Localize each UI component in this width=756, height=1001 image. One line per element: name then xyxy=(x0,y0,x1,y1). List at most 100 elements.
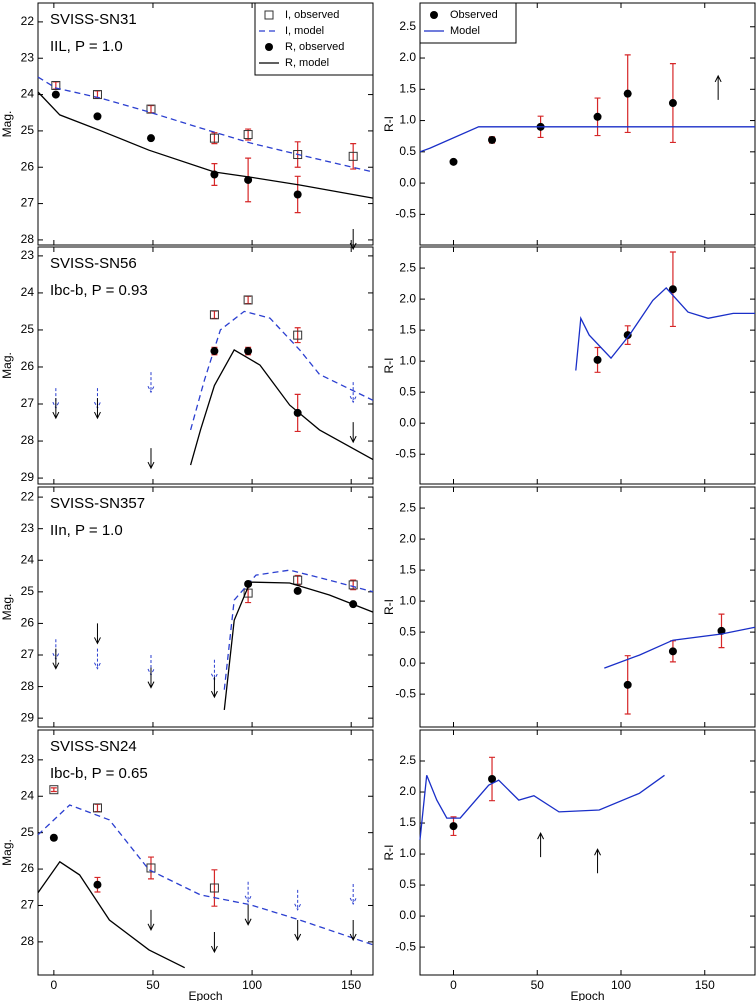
point xyxy=(92,90,102,100)
limit-arrow xyxy=(94,648,101,670)
x-axis-label: Epoch xyxy=(570,989,604,1001)
limit-arrow xyxy=(594,848,601,874)
point xyxy=(623,331,632,340)
error-bar xyxy=(294,574,301,586)
limit-arrow xyxy=(349,920,357,942)
panel-subtitle: IIL, P = 1.0 xyxy=(50,38,123,55)
x-tick-label: 0 xyxy=(450,978,457,992)
y-tick-label: -0.5 xyxy=(395,207,416,221)
error-bar xyxy=(50,787,57,793)
y-tick-label: 2.5 xyxy=(399,260,416,274)
panel-frame xyxy=(37,486,374,728)
y-tick-label: 28 xyxy=(21,679,35,693)
panel-subtitle: IIn, P = 1.0 xyxy=(50,522,123,539)
y-tick-label: 0.5 xyxy=(399,624,416,638)
y-tick-label: 27 xyxy=(21,647,35,661)
model-line xyxy=(575,286,755,371)
panel-frame xyxy=(419,2,756,246)
point xyxy=(51,90,60,99)
y-axis-label: Mag. xyxy=(0,839,14,866)
limit-arrow xyxy=(349,883,357,906)
limit-arrow xyxy=(244,904,252,926)
y-tick-label: -0.5 xyxy=(395,939,416,953)
limit-arrow xyxy=(714,74,722,100)
legend-swatch xyxy=(430,11,438,19)
y-tick-label: 28 xyxy=(21,433,35,447)
y-tick-label: 27 xyxy=(21,396,35,410)
point xyxy=(593,112,602,121)
legend-label: Observed xyxy=(450,9,498,21)
y-tick-label: 2.0 xyxy=(399,784,416,798)
panel-frame xyxy=(419,486,756,728)
model-line xyxy=(419,126,755,153)
y-tick-label: 0.0 xyxy=(399,908,416,922)
point xyxy=(488,135,497,144)
limit-arrow xyxy=(294,889,302,911)
error-bar xyxy=(350,579,357,591)
model-line xyxy=(189,349,374,466)
y-tick-label: 0.0 xyxy=(399,415,416,429)
y-tick-label: 0.5 xyxy=(399,877,416,891)
limit-arrow xyxy=(94,623,101,645)
limit-arrow xyxy=(210,677,218,699)
y-tick-label: 2.5 xyxy=(399,753,416,767)
point xyxy=(244,347,253,356)
y-tick-label: 29 xyxy=(21,470,35,484)
model-line xyxy=(37,76,374,173)
y-tick-label: -0.5 xyxy=(395,686,416,700)
y-tick-label: 23 xyxy=(21,50,35,64)
point xyxy=(623,680,632,689)
y-axis-label: R-I xyxy=(382,358,396,374)
y-axis-label: Mag. xyxy=(0,111,14,138)
point xyxy=(93,112,102,121)
model-line xyxy=(604,626,756,669)
y-tick-label: 2.5 xyxy=(399,19,416,33)
limit-arrow xyxy=(52,648,60,670)
y-axis-label: R-I xyxy=(382,845,396,861)
point xyxy=(293,575,303,585)
limit-arrow xyxy=(244,881,252,903)
limit-arrow xyxy=(52,398,60,420)
point xyxy=(244,175,253,184)
y-tick-label: 25 xyxy=(21,825,35,839)
legend-label: Model xyxy=(450,25,480,37)
panel-frame xyxy=(37,2,374,246)
point xyxy=(92,803,102,813)
error-bar xyxy=(147,856,154,880)
y-axis-label: Mag. xyxy=(0,352,14,379)
legend-label: R, model xyxy=(285,57,329,69)
point xyxy=(348,580,358,590)
limit-arrow xyxy=(147,667,155,689)
y-tick-label: 25 xyxy=(21,322,35,336)
panel-frame xyxy=(419,246,756,485)
point xyxy=(243,588,253,598)
y-axis-label: R-I xyxy=(382,599,396,615)
y-tick-label: 1.5 xyxy=(399,81,416,95)
model-line xyxy=(419,774,665,840)
y-tick-label: 22 xyxy=(21,14,35,28)
y-tick-label: 25 xyxy=(21,123,35,137)
y-tick-label: 0.5 xyxy=(399,144,416,158)
error-bar xyxy=(94,803,101,813)
error-bar xyxy=(294,327,301,344)
legend-box xyxy=(419,2,517,44)
panel-subtitle: Ibc-b, P = 0.93 xyxy=(50,282,148,299)
point xyxy=(293,330,303,340)
limit-arrow xyxy=(349,422,357,444)
y-tick-label: 26 xyxy=(21,616,35,630)
y-tick-label: 1.0 xyxy=(399,593,416,607)
model-line xyxy=(189,310,374,431)
point xyxy=(243,295,253,305)
error-bar xyxy=(211,869,218,907)
limit-arrow xyxy=(94,398,101,420)
x-tick-label: 150 xyxy=(695,978,715,992)
legend-swatch xyxy=(265,43,273,51)
panel-subtitle: Ibc-b, P = 0.65 xyxy=(50,765,148,782)
y-tick-label: 0.0 xyxy=(399,175,416,189)
y-tick-label: 1.0 xyxy=(399,113,416,127)
point xyxy=(348,151,358,161)
y-tick-label: 0.5 xyxy=(399,384,416,398)
